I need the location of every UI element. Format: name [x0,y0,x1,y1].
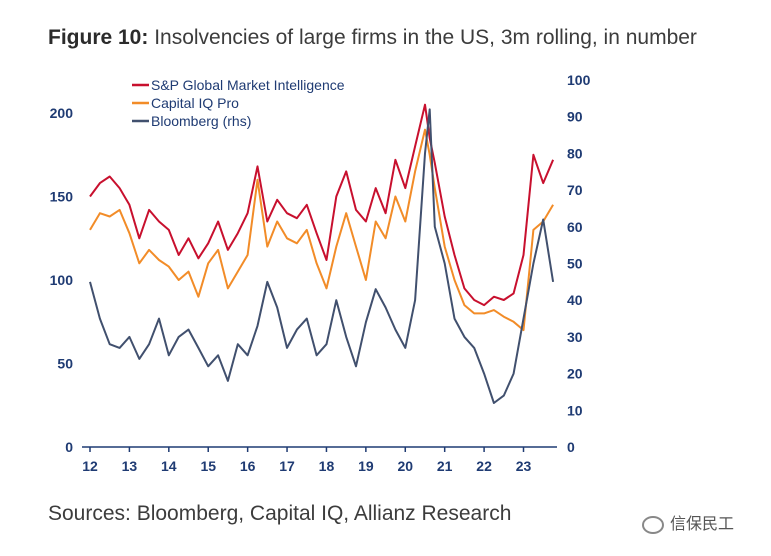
y-right-tick-label: 90 [567,109,583,125]
x-tick-label: 20 [397,458,413,474]
series-line-capital-iq-pro [89,128,554,332]
y-left-tick-label: 50 [57,356,73,372]
source-note: Sources: Bloomberg, Capital IQ, Allianz … [48,502,512,525]
y-left-tick-label: 150 [50,189,74,205]
y-right-tick-label: 30 [567,329,583,345]
y-right-tick-label: 70 [567,182,583,198]
series-line-s-p-global-market-intelligence [89,103,555,307]
chart-title: Figure 10: Insolvencies of large firms i… [48,26,697,50]
y-right-tick-label: 80 [567,145,583,161]
y-right-tick-label: 40 [567,292,583,308]
y-right-tick-labels: 0 10 20 30 40 50 60 70 80 90 100 [567,72,591,455]
x-tick-label: 13 [122,458,138,474]
legend: S&P Global Market Intelligence Capital IQ… [132,77,345,129]
y-left-tick-label: 0 [65,439,73,455]
wechat-icon [642,515,664,534]
x-tick-label: 15 [200,458,216,474]
y-right-tick-label: 60 [567,219,583,235]
legend-label: Bloomberg (rhs) [151,113,251,129]
x-tick-label: 18 [319,458,335,474]
title-text: Insolvencies of large firms in the US, 3… [148,26,697,49]
y-left-tick-label: 200 [50,105,74,121]
x-tick-marks: 12 13 14 15 16 17 18 19 20 21 22 23 [82,447,531,474]
figure-label: Figure 10: [48,26,149,49]
legend-label: S&P Global Market Intelligence [151,77,345,93]
watermark: 信保民工 [642,510,734,534]
x-tick-label: 17 [279,458,295,474]
x-tick-label: 12 [82,458,98,474]
y-left-tick-labels: 0 50 100 150 200 [50,105,74,455]
x-tick-label: 23 [516,458,532,474]
x-tick-label: 19 [358,458,374,474]
y-right-tick-label: 50 [567,256,583,272]
y-right-tick-label: 100 [567,72,591,88]
x-tick-label: 14 [161,458,177,474]
x-tick-label: 16 [240,458,256,474]
legend-label: Capital IQ Pro [151,95,239,111]
y-right-tick-label: 10 [567,402,583,418]
x-tick-label: 22 [476,458,492,474]
x-tick-label: 21 [437,458,453,474]
y-right-tick-label: 20 [567,366,583,382]
chart: 0 50 100 150 200 0 10 20 30 40 50 60 70 80 90 100 12 13… [50,72,591,474]
y-left-tick-label: 100 [50,272,74,288]
series-line-bloomberg-rhs [89,108,555,404]
y-right-tick-label: 0 [567,439,575,455]
series-lines [89,103,555,404]
watermark-text: 信保民工 [670,516,735,533]
